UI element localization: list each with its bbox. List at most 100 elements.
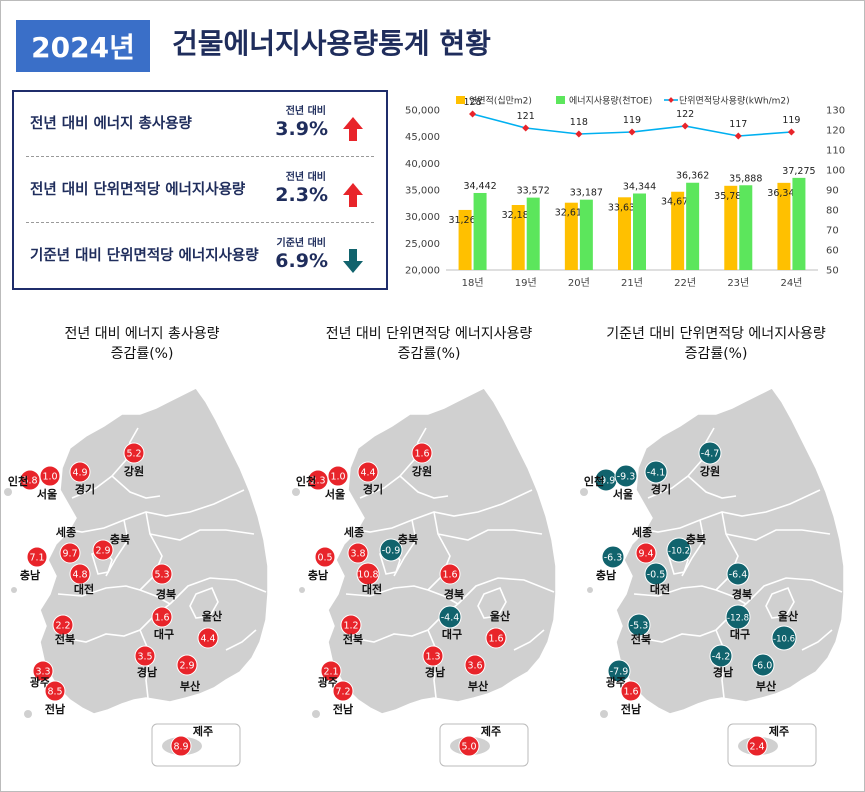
region-border bbox=[359, 427, 427, 499]
region-border bbox=[139, 511, 163, 591]
year-badge: 2024년 bbox=[16, 20, 150, 72]
region-value-marker bbox=[746, 735, 768, 757]
region-value: 8.5 bbox=[47, 687, 62, 698]
region-value-marker bbox=[197, 627, 219, 649]
map-title-line: 전년 대비 단위면적당 에너지사용량 bbox=[325, 326, 533, 342]
region-value-marker bbox=[19, 469, 41, 491]
y2-tick-label: 80 bbox=[826, 206, 839, 217]
region-value: -4.2 bbox=[712, 652, 731, 663]
region-name: 울산 bbox=[778, 609, 798, 623]
region-value: 2.1 bbox=[323, 667, 338, 678]
region-value-marker bbox=[92, 539, 114, 561]
bar bbox=[564, 202, 578, 270]
region-border bbox=[71, 427, 139, 499]
region-value-marker bbox=[123, 442, 145, 464]
region-value: 5.8 bbox=[22, 476, 37, 487]
legend-label: 연면적(십만m2) bbox=[469, 95, 532, 107]
region-name: 대구 bbox=[442, 627, 462, 641]
summary-panel: 전년 대비 에너지 총사용량 전년 대비 3.9% 전년 대비 단위면적당 에너… bbox=[12, 90, 388, 290]
region-value: 3.6 bbox=[467, 661, 482, 672]
region-name: 충북 bbox=[686, 532, 706, 546]
island bbox=[312, 710, 320, 718]
region-value: -7.9 bbox=[610, 667, 629, 678]
legend-swatch bbox=[456, 96, 465, 104]
island bbox=[24, 710, 32, 718]
region-value: -10.6 bbox=[773, 635, 795, 645]
summary-divider bbox=[26, 222, 374, 223]
region-value-marker bbox=[356, 562, 380, 586]
region-border bbox=[189, 586, 219, 619]
page-title: 건물에너지사용량통계 현황 bbox=[172, 27, 491, 60]
region-value: 4.8 bbox=[72, 570, 87, 581]
region-value-marker bbox=[666, 537, 692, 563]
region-value-marker bbox=[52, 614, 74, 636]
region-border bbox=[513, 629, 545, 651]
summary-value: 3.9% bbox=[275, 118, 328, 140]
x-tick-label: 23년 bbox=[727, 277, 749, 289]
region-value-marker bbox=[438, 605, 462, 629]
y2-tick-label: 90 bbox=[826, 186, 839, 197]
bar-data-label: 35,789 bbox=[714, 191, 747, 202]
region-border bbox=[765, 586, 795, 619]
region-name: 경기 bbox=[363, 482, 383, 496]
region-name: 경남 bbox=[713, 665, 733, 679]
bar bbox=[739, 185, 753, 270]
region-value-marker bbox=[176, 654, 198, 676]
x-tick-label: 19년 bbox=[515, 277, 537, 289]
island bbox=[11, 587, 17, 593]
region-value: 1.0 bbox=[330, 472, 345, 483]
region-name: 충남 bbox=[20, 568, 40, 582]
region-name: 전남 bbox=[333, 702, 353, 716]
summary-value: 6.9% bbox=[275, 250, 328, 272]
bar-data-label: 34,344 bbox=[623, 181, 656, 192]
line-point bbox=[681, 122, 689, 130]
region-value-marker bbox=[320, 660, 342, 682]
map-title: 전년 대비 에너지 총사용량 증감률(%) bbox=[2, 324, 282, 364]
summary-label: 기준년 대비 단위면적당 에너지사용량 bbox=[30, 248, 259, 264]
region-value: 1.0 bbox=[42, 472, 57, 483]
bar bbox=[526, 197, 540, 270]
region-name: 경기 bbox=[75, 482, 95, 496]
line-data-label: 128 bbox=[464, 97, 482, 108]
region-value: -5.3 bbox=[630, 621, 649, 632]
region-name: 서울 bbox=[37, 487, 57, 501]
region-name: 전남 bbox=[621, 702, 641, 716]
region-value: -9.3 bbox=[617, 472, 636, 483]
region-value: 2.9 bbox=[179, 661, 194, 672]
x-tick-label: 22년 bbox=[674, 277, 696, 289]
region-border bbox=[139, 629, 151, 699]
summary-compare-label: 기준년 대비 bbox=[276, 238, 326, 249]
region-border bbox=[399, 475, 449, 499]
region-border bbox=[633, 585, 747, 605]
region-border bbox=[169, 577, 267, 605]
line-point bbox=[787, 128, 795, 136]
region-value-marker bbox=[332, 680, 354, 702]
region-value: 1.6 bbox=[442, 570, 457, 581]
region-border bbox=[111, 475, 161, 499]
region-value-marker bbox=[771, 625, 797, 651]
island bbox=[535, 565, 541, 571]
bar-data-label: 36,343 bbox=[767, 188, 800, 199]
region-value-marker bbox=[340, 614, 362, 636]
island bbox=[247, 565, 253, 571]
region-value: 4.4 bbox=[200, 634, 215, 645]
region-value-marker bbox=[709, 644, 733, 668]
bar bbox=[633, 193, 646, 270]
island bbox=[4, 488, 12, 496]
region-value: 2.3 bbox=[310, 476, 325, 487]
y-tick-label: 30,000 bbox=[405, 212, 440, 223]
y-tick-label: 40,000 bbox=[405, 159, 440, 170]
line-data-label: 118 bbox=[570, 117, 588, 128]
region-name: 경북 bbox=[156, 587, 176, 601]
island bbox=[580, 488, 588, 496]
region-value: -6.4 bbox=[729, 570, 748, 581]
y2-tick-label: 70 bbox=[826, 226, 839, 237]
region-value-marker bbox=[726, 562, 750, 586]
bar-data-label: 32,619 bbox=[555, 208, 588, 219]
region-value-marker bbox=[458, 735, 480, 757]
legend-label: 단위면적당사용량(kWh/m2) bbox=[679, 95, 790, 107]
region-name: 충북 bbox=[398, 532, 418, 546]
region-name: 강원 bbox=[700, 464, 720, 478]
region-value: 8.9 bbox=[173, 742, 188, 753]
bar bbox=[511, 205, 525, 270]
